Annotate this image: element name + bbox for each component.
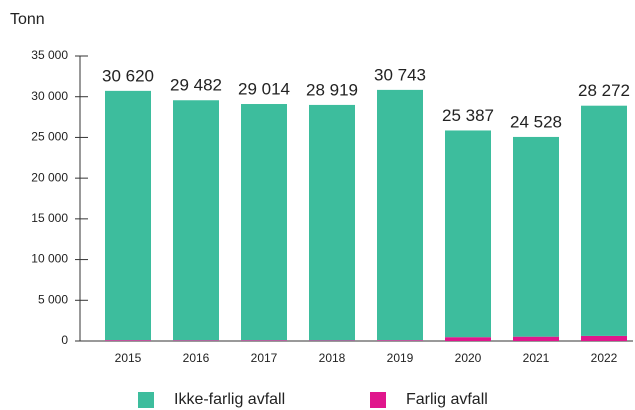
data-label: 30 743 xyxy=(374,65,426,84)
data-label: 25 387 xyxy=(442,106,494,125)
bar-segment xyxy=(513,136,559,337)
x-tick-label: 2017 xyxy=(251,351,278,365)
bar-segment xyxy=(581,105,627,336)
bar-segment xyxy=(241,340,287,341)
data-label: 30 620 xyxy=(102,66,154,85)
bar-segment xyxy=(105,90,151,341)
bar-segment xyxy=(445,337,491,341)
data-label: 29 482 xyxy=(170,76,222,95)
data-label: 28 272 xyxy=(578,81,630,100)
y-tick-label: 0 xyxy=(61,333,68,347)
y-axis-label: Tonn xyxy=(10,11,45,28)
x-tick-label: 2016 xyxy=(183,351,210,365)
y-tick-label: 35 000 xyxy=(31,48,68,62)
bar-segment xyxy=(173,340,219,341)
x-tick-label: 2015 xyxy=(115,351,142,365)
x-tick-label: 2019 xyxy=(387,351,414,365)
bar-segment xyxy=(309,340,355,341)
legend-swatch xyxy=(370,392,386,408)
bar-segment xyxy=(445,130,491,338)
x-tick-label: 2022 xyxy=(591,351,618,365)
x-tick-label: 2020 xyxy=(455,351,482,365)
bar-segment xyxy=(581,335,627,341)
data-label: 28 919 xyxy=(306,80,358,99)
legend-label: Ikke-farlig avfall xyxy=(174,391,285,408)
y-tick-label: 25 000 xyxy=(31,130,68,144)
data-label: 29 014 xyxy=(238,80,290,99)
x-tick-label: 2021 xyxy=(523,351,550,365)
bar-segment xyxy=(241,104,287,341)
legend-swatch xyxy=(138,392,154,408)
bar-segment xyxy=(309,104,355,341)
x-tick-label: 2018 xyxy=(319,351,346,365)
y-tick-label: 10 000 xyxy=(31,252,68,266)
bar-segment xyxy=(513,336,559,341)
data-label: 24 528 xyxy=(510,112,562,131)
y-tick-label: 20 000 xyxy=(31,170,68,184)
y-tick-label: 5 000 xyxy=(38,292,68,306)
y-tick-label: 15 000 xyxy=(31,211,68,225)
bar-segment xyxy=(377,340,423,341)
legend-label: Farlig avfall xyxy=(406,391,488,408)
bar-segment xyxy=(105,340,151,341)
bar-segment xyxy=(377,89,423,341)
bar-segment xyxy=(173,100,219,341)
y-tick-label: 30 000 xyxy=(31,89,68,103)
